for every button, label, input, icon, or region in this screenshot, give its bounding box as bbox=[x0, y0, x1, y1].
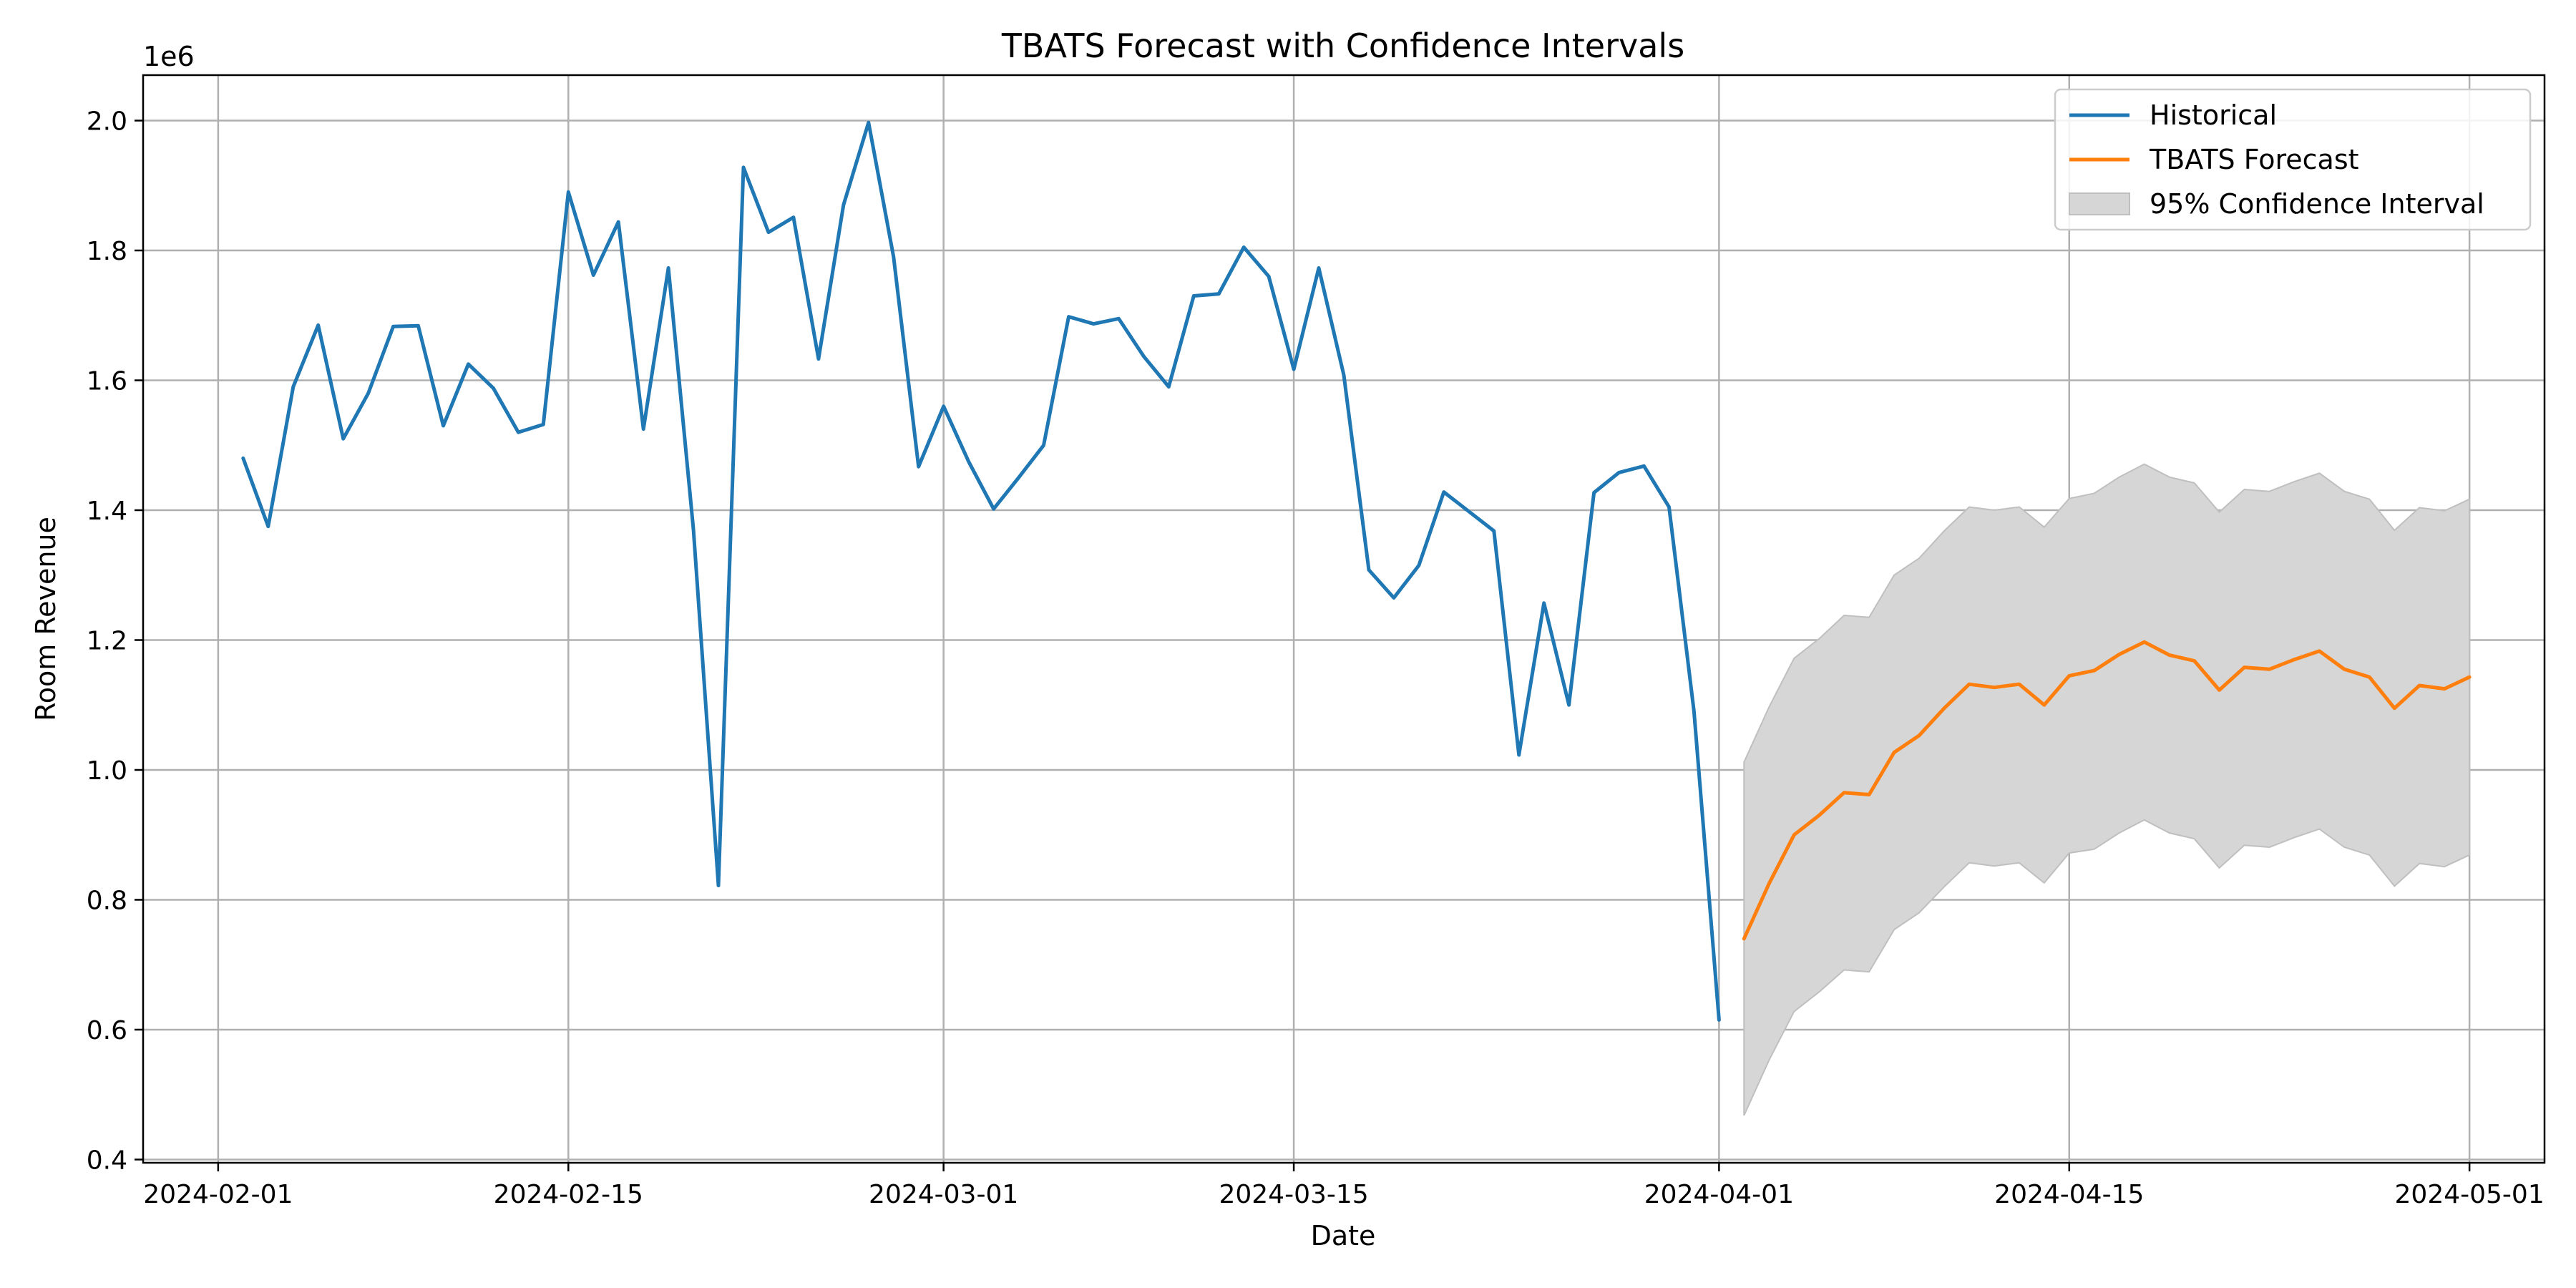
x-axis-ticks: 2024-02-01 2024-02-15 2024-03-01 2024-03-15… bbox=[143, 1163, 2545, 1209]
y-tick-label: 1.4 bbox=[87, 497, 127, 526]
historical-series-line bbox=[241, 120, 1721, 1022]
y-tick-label: 1.6 bbox=[87, 367, 127, 396]
chart-title: TBATS Forecast with Confidence Intervals bbox=[1001, 26, 1684, 65]
x-tick-label: 2024-04-15 bbox=[1994, 1180, 2144, 1209]
x-axis-label: Date bbox=[1311, 1220, 1376, 1252]
y-axis-offset-label: 1e6 bbox=[143, 41, 195, 72]
confidence-interval-band bbox=[1743, 463, 2471, 1116]
legend: Historical TBATS Forecast 95% Confidence I… bbox=[2054, 88, 2532, 231]
x-tick-label: 2024-03-01 bbox=[869, 1180, 1018, 1209]
y-axis-ticks: 0.4 0.6 0.8 1.0 1.2 1.4 1.6 1.8 2.0 bbox=[87, 107, 143, 1175]
plot-frame bbox=[142, 74, 2546, 1164]
y-tick-label: 2.0 bbox=[87, 107, 127, 137]
y-tick-label: 1.0 bbox=[87, 756, 127, 786]
legend-interval-label: 95% Confidence Interval bbox=[2150, 188, 2484, 220]
forecast-series-line bbox=[1742, 640, 2472, 941]
y-tick-label: 0.4 bbox=[87, 1146, 127, 1175]
legend-box bbox=[2054, 88, 2532, 231]
legend-historical-label: Historical bbox=[2150, 99, 2277, 131]
x-tick-label: 2024-03-15 bbox=[1219, 1180, 1368, 1209]
plot-area: 2024-02-01 2024-02-15 2024-03-01 2024-03-15… bbox=[87, 74, 2546, 1209]
x-tick-label: 2024-04-01 bbox=[1644, 1180, 1794, 1209]
legend-forecast-label: TBATS Forecast bbox=[2149, 144, 2359, 175]
y-tick-label: 1.8 bbox=[87, 237, 127, 266]
y-tick-label: 0.6 bbox=[87, 1016, 127, 1045]
y-axis-label: Room Revenue bbox=[30, 517, 62, 721]
x-tick-label: 2024-02-01 bbox=[143, 1180, 293, 1209]
y-tick-label: 0.8 bbox=[87, 886, 127, 915]
legend-interval-swatch bbox=[2069, 192, 2130, 215]
y-tick-label: 1.2 bbox=[87, 626, 127, 655]
x-tick-label: 2024-05-01 bbox=[2395, 1180, 2545, 1209]
x-tick-label: 2024-02-15 bbox=[494, 1180, 643, 1209]
